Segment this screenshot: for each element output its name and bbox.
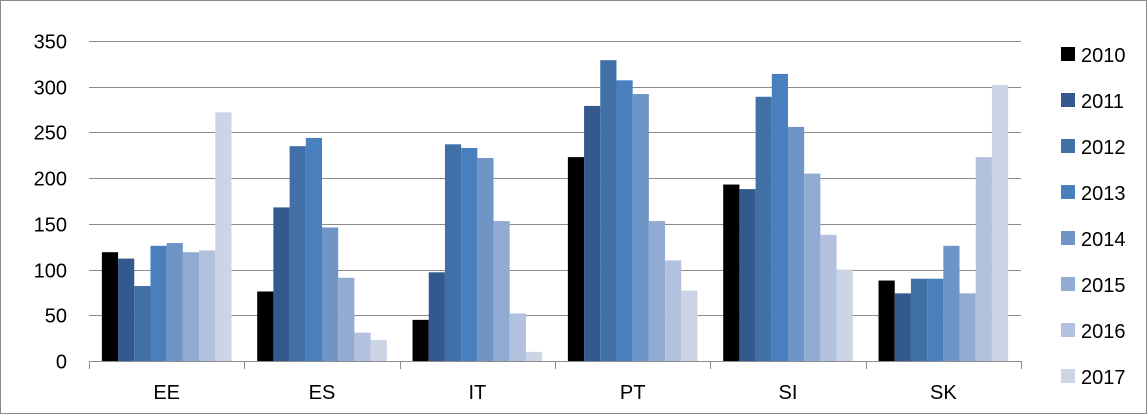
bar-2012-ES bbox=[289, 146, 306, 361]
bar-2010-IT bbox=[412, 319, 429, 361]
bar-2011-PT bbox=[584, 105, 601, 361]
bar-2014-IT bbox=[477, 158, 494, 361]
x-tick-label: EE bbox=[153, 382, 180, 404]
legend-swatch bbox=[1061, 231, 1075, 245]
x-tick-label: PT bbox=[620, 382, 646, 404]
legend-swatch bbox=[1061, 277, 1075, 291]
bar-2011-SK bbox=[894, 293, 911, 361]
legend: 2010 2011 2012 2013 2014 2015 2016 2017 bbox=[1061, 45, 1126, 389]
bar-2010-PT bbox=[567, 157, 585, 361]
x-tick-label: IT bbox=[468, 382, 486, 404]
bar-2010-SI bbox=[723, 184, 740, 361]
y-tick-label: 0 bbox=[56, 352, 67, 374]
y-tick-label: 250 bbox=[34, 123, 67, 145]
bar-2016-ES bbox=[354, 332, 371, 361]
bar-2013-IT bbox=[461, 147, 478, 361]
bar-2015-ES bbox=[338, 277, 355, 361]
bar-2015-PT bbox=[648, 221, 666, 361]
legend-swatch bbox=[1061, 323, 1075, 337]
bar-2017-PT bbox=[681, 290, 698, 361]
bar-2016-EE bbox=[199, 250, 216, 361]
bar-2017-SK bbox=[991, 84, 1009, 361]
x-tick-label: SI bbox=[779, 382, 798, 404]
legend-label: 2016 bbox=[1081, 321, 1126, 343]
bar-2010-ES bbox=[257, 291, 274, 361]
y-tick-label: 350 bbox=[34, 32, 67, 54]
bar-2011-SI bbox=[739, 189, 756, 361]
y-tick-label: 300 bbox=[34, 78, 67, 100]
bar-2011-IT bbox=[428, 272, 445, 361]
x-tick-label: ES bbox=[309, 382, 336, 404]
bar-2015-SK bbox=[959, 293, 976, 361]
x-axis-tick-labels: EE ES IT PT SI SK bbox=[153, 382, 957, 404]
bar-2011-ES bbox=[273, 207, 290, 361]
bar-2014-ES bbox=[322, 227, 339, 361]
legend-label: 2012 bbox=[1081, 137, 1126, 159]
bar-2013-ES bbox=[305, 137, 322, 361]
x-tick-label: SK bbox=[930, 382, 957, 404]
x-axis bbox=[89, 361, 1022, 369]
legend-swatch bbox=[1061, 185, 1075, 199]
bar-2016-IT bbox=[509, 313, 526, 361]
bar-2012-IT bbox=[444, 144, 462, 361]
y-axis-tick-labels: 0 50 100 150 200 250 300 350 bbox=[34, 32, 67, 374]
bar-2012-SK bbox=[910, 278, 928, 361]
bar-2014-PT bbox=[632, 94, 649, 361]
bar-2015-SI bbox=[804, 173, 821, 361]
legend-swatch bbox=[1061, 93, 1075, 107]
bar-2017-SI bbox=[836, 269, 853, 361]
bar-2014-EE bbox=[166, 243, 183, 361]
bar-2014-SK bbox=[943, 245, 960, 361]
bar-2010-SK bbox=[878, 280, 895, 361]
bar-2012-EE bbox=[134, 286, 151, 361]
gridlines bbox=[89, 41, 1021, 316]
bar-2012-PT bbox=[600, 60, 617, 361]
bar-2016-SK bbox=[975, 157, 992, 361]
legend-swatch bbox=[1061, 47, 1075, 61]
bar-2015-EE bbox=[182, 252, 200, 361]
bars bbox=[101, 60, 1009, 362]
bar-2013-SI bbox=[771, 73, 788, 361]
legend-label: 2010 bbox=[1081, 45, 1126, 67]
bar-2017-EE bbox=[215, 112, 232, 361]
y-tick-label: 200 bbox=[34, 169, 67, 191]
legend-label: 2015 bbox=[1081, 275, 1126, 297]
bar-2012-SI bbox=[755, 96, 772, 362]
y-tick-label: 50 bbox=[45, 306, 67, 328]
bar-2014-SI bbox=[788, 126, 805, 361]
legend-swatch bbox=[1061, 139, 1075, 153]
legend-label: 2014 bbox=[1081, 229, 1126, 251]
legend-label: 2017 bbox=[1081, 367, 1126, 389]
bar-2017-IT bbox=[525, 351, 543, 361]
bar-2015-IT bbox=[493, 221, 510, 361]
bar-2016-PT bbox=[665, 260, 682, 361]
bar-2011-EE bbox=[118, 258, 135, 361]
bar-2016-SI bbox=[820, 234, 837, 361]
y-tick-label: 100 bbox=[34, 261, 67, 283]
bar-2013-PT bbox=[616, 80, 633, 361]
legend-label: 2013 bbox=[1081, 183, 1126, 205]
bar-2017-ES bbox=[370, 339, 387, 361]
bar-2010-EE bbox=[101, 252, 119, 361]
y-tick-label: 150 bbox=[34, 215, 67, 237]
bar-2013-SK bbox=[927, 278, 944, 361]
legend-label: 2011 bbox=[1081, 91, 1124, 113]
bar-2013-EE bbox=[150, 245, 167, 361]
legend-swatch bbox=[1061, 369, 1075, 383]
